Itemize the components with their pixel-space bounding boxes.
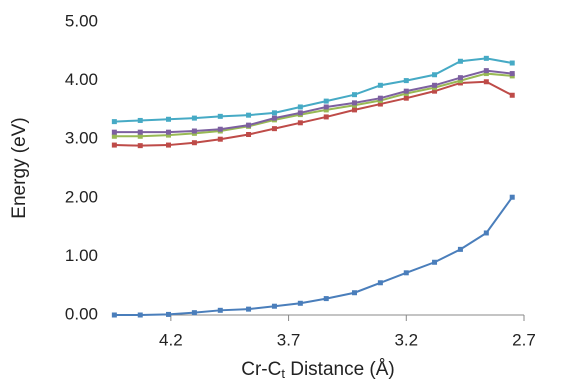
point (323, 104, 329, 110)
point (166, 116, 172, 122)
point (297, 110, 303, 116)
y-tick-label: 3.00 (65, 129, 98, 148)
point (457, 246, 463, 252)
point (137, 129, 143, 135)
point (403, 88, 409, 94)
point (297, 120, 303, 126)
point (111, 119, 117, 125)
point (432, 259, 438, 265)
series-line (114, 69, 513, 134)
point (403, 270, 409, 276)
point (403, 78, 409, 84)
y-tick-label: 2.00 (65, 187, 98, 206)
point (246, 112, 252, 118)
y-tick-label: 0.00 (65, 304, 98, 323)
point (351, 107, 357, 113)
point (111, 142, 117, 148)
point (217, 136, 223, 142)
point (271, 115, 277, 121)
x-tick-label: 3.2 (394, 330, 418, 349)
point (457, 78, 463, 84)
point (509, 194, 515, 200)
point (246, 132, 252, 138)
point (111, 129, 117, 135)
y-tick-label: 4.00 (65, 70, 98, 89)
point (297, 300, 303, 306)
x-tick-label: 3.7 (277, 330, 301, 349)
point (111, 133, 117, 139)
point (191, 140, 197, 146)
point (432, 82, 438, 88)
y-tick-label: 1.00 (65, 246, 98, 265)
point (217, 113, 223, 119)
point (509, 60, 515, 66)
point (377, 82, 383, 88)
point (217, 307, 223, 313)
point (323, 296, 329, 302)
point (432, 88, 438, 94)
point (271, 110, 277, 116)
point (111, 312, 117, 318)
point (191, 115, 197, 121)
point (166, 142, 172, 148)
point (297, 104, 303, 110)
point (246, 306, 252, 312)
x-tick-label: 2.7 (512, 330, 536, 349)
x-label-part: Cr-C (241, 359, 281, 380)
point (377, 95, 383, 101)
x-label-subscript: t (281, 366, 285, 381)
point (137, 133, 143, 139)
point (191, 128, 197, 134)
point (377, 280, 383, 286)
point (483, 68, 489, 74)
point (457, 75, 463, 81)
point (457, 58, 463, 64)
point (509, 92, 515, 98)
point (191, 310, 197, 316)
point (432, 72, 438, 78)
point (403, 95, 409, 101)
point (351, 290, 357, 296)
x-label-part: Distance (Å) (285, 359, 395, 380)
series-line (114, 57, 513, 123)
point (351, 100, 357, 106)
point (483, 230, 489, 236)
point (166, 129, 172, 135)
point (323, 114, 329, 120)
point (323, 98, 329, 104)
point (483, 79, 489, 85)
y-tick-label: 5.00 (65, 11, 98, 30)
y-axis-label: Energy (eV) (9, 117, 30, 218)
x-axis-label: Cr-Ct Distance (Å) (241, 359, 395, 381)
point (137, 117, 143, 123)
point (137, 312, 143, 318)
series-line (114, 196, 514, 316)
point (246, 122, 252, 128)
point (271, 126, 277, 132)
point (483, 55, 489, 61)
point (271, 303, 277, 309)
point (137, 143, 143, 149)
series-line (114, 80, 513, 147)
point (509, 71, 515, 77)
point (166, 132, 172, 138)
x-tick-label: 4.2 (159, 330, 183, 349)
point (217, 126, 223, 132)
point (483, 71, 489, 77)
point (377, 101, 383, 107)
point (351, 92, 357, 98)
point (323, 107, 329, 113)
series-line (114, 72, 513, 138)
point (166, 311, 172, 317)
